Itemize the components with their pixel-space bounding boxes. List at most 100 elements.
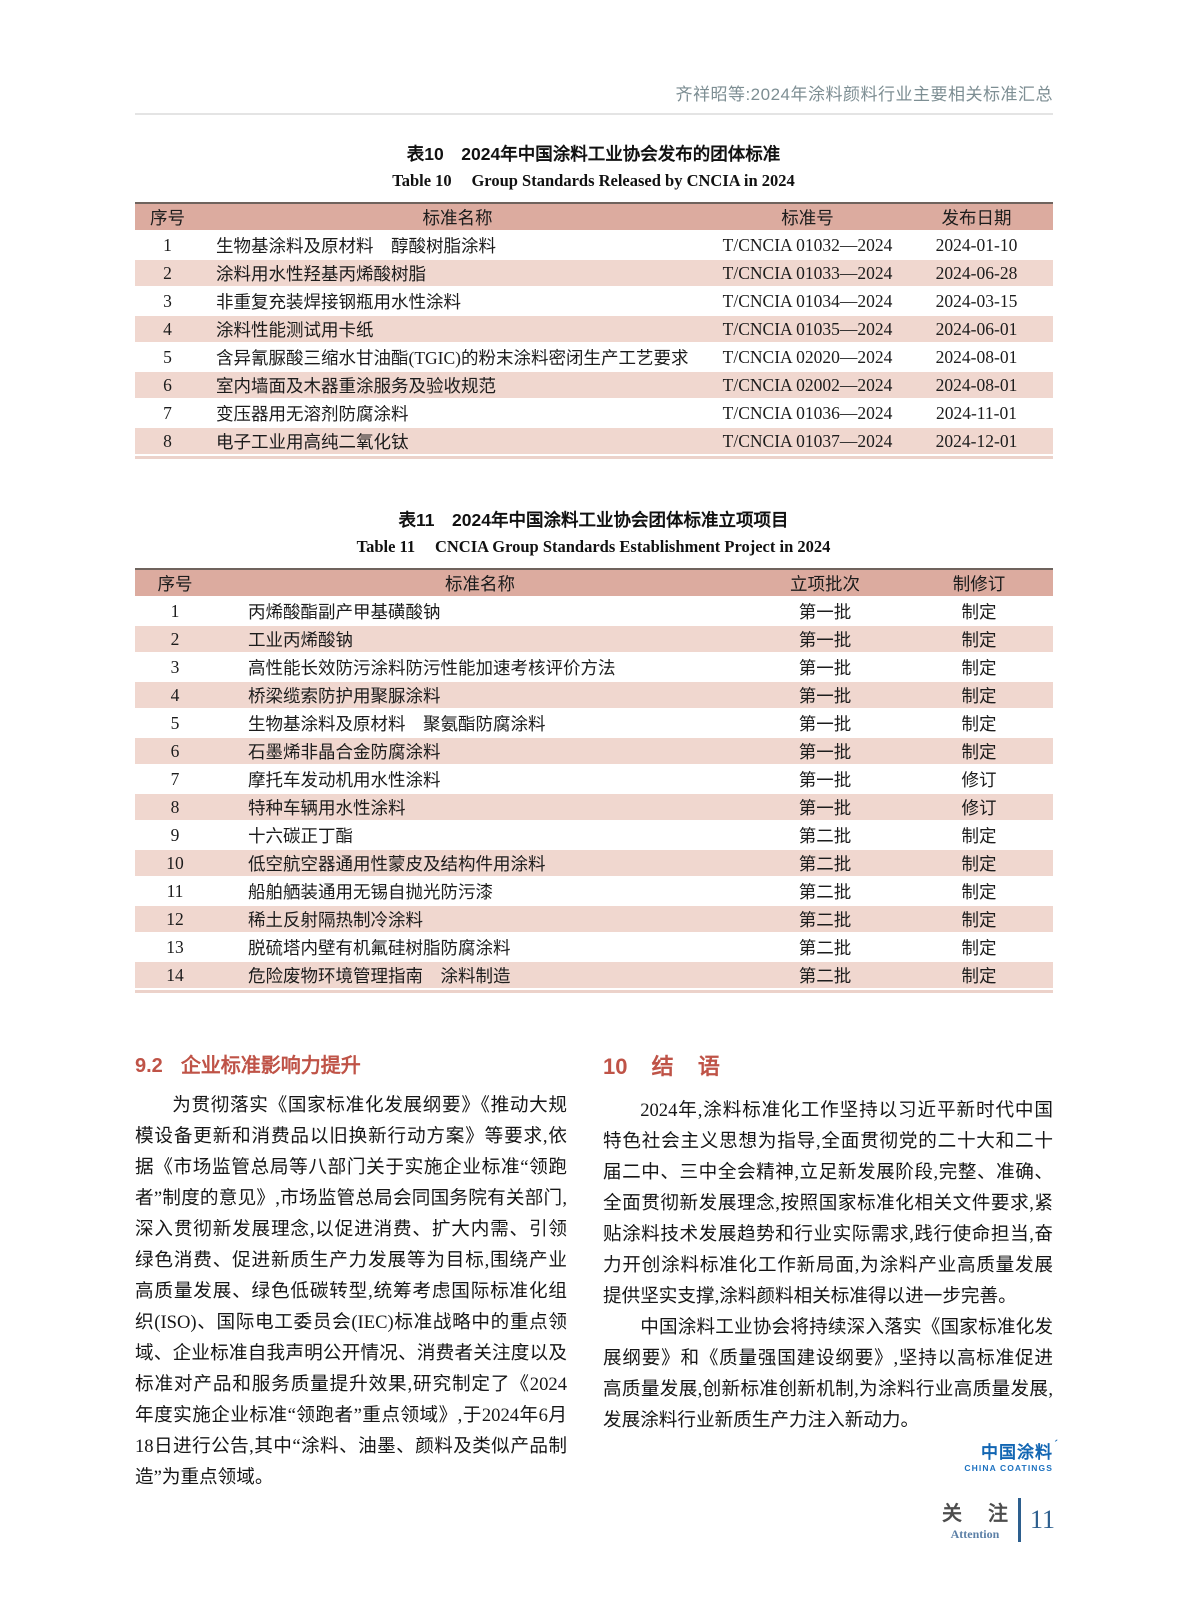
table-row: 3 高性能长效防污涂料防污性能加速考核评价方法 第一批 制定 xyxy=(135,654,1053,682)
release-date-cell: 2024-12-01 xyxy=(935,430,1018,451)
serial-cell: 6 xyxy=(170,740,180,761)
table-row: 4 桥梁缆索防护用聚脲涂料 第一批 制定 xyxy=(135,682,1053,710)
table10-label-en: Table 10 xyxy=(392,171,452,190)
table-row: 2 工业丙烯酸钠 第一批 制定 xyxy=(135,626,1053,654)
serial-cell: 7 xyxy=(170,768,180,789)
running-head-text: 齐祥昭等:2024年涂料颜料行业主要相关标准汇总 xyxy=(675,85,1053,104)
revision-type-cell: 制定 xyxy=(961,825,997,846)
serial-cell: 9 xyxy=(170,824,180,845)
project-batch-cell: 第一批 xyxy=(798,769,852,790)
revision-type-cell: 制定 xyxy=(961,657,997,678)
serial-cell: 1 xyxy=(163,234,172,255)
section-9-2-number: 9.2 xyxy=(135,1055,163,1077)
logo-en-text: CHINA COATINGS xyxy=(964,1462,1053,1473)
footer-label-en: Attention xyxy=(950,1527,1000,1541)
revision-type-cell: 制定 xyxy=(961,937,997,958)
table-row: 6 石墨烯非晶合金防腐涂料 第一批 制定 xyxy=(135,738,1053,766)
project-batch-cell: 第一批 xyxy=(798,657,852,678)
serial-cell: 14 xyxy=(166,964,184,985)
table11-label-zh: 表11 xyxy=(398,510,435,530)
table-row: 1 生物基涂料及原材料 醇酸树脂涂料 T/CNCIA 01032—2024 20… xyxy=(135,232,1053,260)
serial-cell: 10 xyxy=(166,852,184,873)
revision-type-cell: 制定 xyxy=(961,965,997,986)
table11-header-row: 序号 标准名称 立项批次 制修订 xyxy=(135,568,1053,598)
serial-cell: 7 xyxy=(163,402,172,423)
revision-type-cell: 制定 xyxy=(961,853,997,874)
table10-label-zh: 表10 xyxy=(406,144,444,164)
table-row: 3 非重复充装焊接钢瓶用水性涂料 T/CNCIA 01034—2024 2024… xyxy=(135,288,1053,316)
footer-section-label: 关注 Attention xyxy=(942,1497,1008,1542)
project-batch-cell: 第一批 xyxy=(798,601,852,622)
table-row: 14 危险废物环境管理指南 涂料制造 第二批 制定 xyxy=(135,962,1053,990)
project-batch-cell: 第二批 xyxy=(798,909,852,930)
standard-code-cell: T/CNCIA 01033—2024 xyxy=(722,262,893,283)
project-batch-cell: 第二批 xyxy=(798,965,852,986)
table11-col-standard-name: 标准名称 xyxy=(445,573,515,594)
section-10-paragraph-1: 2024年,涂料标准化工作坚持以习近平新时代中国特色社会主义思想为指导,全面贯彻… xyxy=(603,1100,1053,1307)
revision-type-cell: 制定 xyxy=(961,881,997,902)
standard-name-cell: 含异氰脲酸三缩水甘油酯(TGIC)的粉末涂料密闭生产工艺要求 xyxy=(216,347,689,368)
revision-type-cell: 修订 xyxy=(961,769,997,790)
table10-title-zh: 表10 2024年中国涂料工业协会发布的团体标准 xyxy=(0,141,1187,166)
serial-cell: 13 xyxy=(166,936,184,957)
release-date-cell: 2024-08-01 xyxy=(935,346,1018,367)
standard-code-cell: T/CNCIA 01034—2024 xyxy=(722,290,893,311)
standard-name-cell: 摩托车发动机用水性涂料 xyxy=(248,769,441,790)
right-column: 10 结语 2024年,涂料标准化工作坚持以习近平新时代中国特色社会主义思想为指导… xyxy=(603,1049,1059,1493)
standard-name-cell: 涂料性能测试用卡纸 xyxy=(216,319,374,340)
serial-cell: 5 xyxy=(170,712,180,733)
project-batch-cell: 第二批 xyxy=(798,853,852,874)
standard-code-cell: T/CNCIA 02002—2024 xyxy=(722,374,893,395)
revision-type-cell: 制定 xyxy=(961,909,997,930)
table-row: 5 含异氰脲酸三缩水甘油酯(TGIC)的粉末涂料密闭生产工艺要求 T/CNCIA… xyxy=(135,344,1053,372)
standard-name-cell: 丙烯酸酯副产甲基磺酸钠 xyxy=(248,601,441,622)
standard-name-cell: 脱硫塔内壁有机氟硅树脂防腐涂料 xyxy=(248,937,511,958)
section-9-2-heading: 9.2 企业标准影响力提升 xyxy=(135,1049,567,1078)
table10-col-serial: 序号 xyxy=(150,207,185,228)
table11-col-project-batch: 立项批次 xyxy=(790,573,860,594)
standard-name-cell: 电子工业用高纯二氧化钛 xyxy=(216,431,409,452)
serial-cell: 4 xyxy=(170,684,180,705)
section-9-2-title: 企业标准影响力提升 xyxy=(180,1055,361,1077)
standard-code-cell: T/CNCIA 01037—2024 xyxy=(722,430,893,451)
standard-name-cell: 船舶舾装通用无锡自抛光防污漆 xyxy=(248,881,493,902)
revision-type-cell: 制定 xyxy=(961,741,997,762)
standard-name-cell: 低空航空器通用性蒙皮及结构件用涂料 xyxy=(248,853,546,874)
standard-name-cell: 变压器用无溶剂防腐涂料 xyxy=(216,403,409,424)
table11-title-zh: 表11 2024年中国涂料工业协会团体标准立项项目 xyxy=(0,507,1187,532)
standard-name-cell: 涂料用水性羟基丙烯酸树脂 xyxy=(216,263,426,284)
serial-cell: 1 xyxy=(170,600,180,621)
table-row: 7 变压器用无溶剂防腐涂料 T/CNCIA 01036—2024 2024-11… xyxy=(135,400,1053,428)
standard-name-cell: 石墨烯非晶合金防腐涂料 xyxy=(248,741,441,762)
table11-label-en: Table 11 xyxy=(356,537,416,556)
table10-col-standard-code: 标准号 xyxy=(781,207,834,228)
table10-caption-en: Group Standards Released by CNCIA in 202… xyxy=(471,171,795,190)
section-10-number: 10 xyxy=(603,1054,628,1079)
serial-cell: 2 xyxy=(170,628,180,649)
table-row: 6 室内墙面及木器重涂服务及验收规范 T/CNCIA 02002—2024 20… xyxy=(135,372,1053,400)
project-batch-cell: 第二批 xyxy=(798,825,852,846)
standard-name-cell: 室内墙面及木器重涂服务及验收规范 xyxy=(216,375,496,396)
release-date-cell: 2024-03-15 xyxy=(935,290,1018,311)
table-row: 7 摩托车发动机用水性涂料 第一批 修订 xyxy=(135,766,1053,794)
table11-col-serial: 序号 xyxy=(157,573,193,594)
serial-cell: 3 xyxy=(163,290,172,311)
table10-col-release-date: 发布日期 xyxy=(941,207,1012,228)
project-batch-cell: 第二批 xyxy=(798,937,852,958)
table10-body: 1 生物基涂料及原材料 醇酸树脂涂料 T/CNCIA 01032—2024 20… xyxy=(135,232,1053,456)
revision-type-cell: 制定 xyxy=(961,685,997,706)
table-row: 4 涂料性能测试用卡纸 T/CNCIA 01035—2024 2024-06-0… xyxy=(135,316,1053,344)
table10-title-en: Table 10 Group Standards Released by CNCI… xyxy=(0,171,1187,191)
revision-type-cell: 制定 xyxy=(961,629,997,650)
table-row: 8 电子工业用高纯二氧化钛 T/CNCIA 01037—2024 2024-12… xyxy=(135,428,1053,456)
serial-cell: 8 xyxy=(170,796,180,817)
footer-divider-bar xyxy=(1017,1497,1021,1542)
serial-cell: 11 xyxy=(166,880,184,901)
footer-label-zh: 关注 xyxy=(941,1503,1034,1525)
logo-zh-text: 中国涂料 xyxy=(603,1440,1059,1462)
section-9-2-paragraph: 为贯彻落实《国家标准化发展纲要》《推动大规模设备更新和消费品以旧换新行动方案》等… xyxy=(135,1095,567,1488)
revision-type-cell: 修订 xyxy=(961,797,997,818)
table-row: 8 特种车辆用水性涂料 第一批 修订 xyxy=(135,794,1053,822)
table-row: 11 船舶舾装通用无锡自抛光防污漆 第二批 制定 xyxy=(135,878,1053,906)
